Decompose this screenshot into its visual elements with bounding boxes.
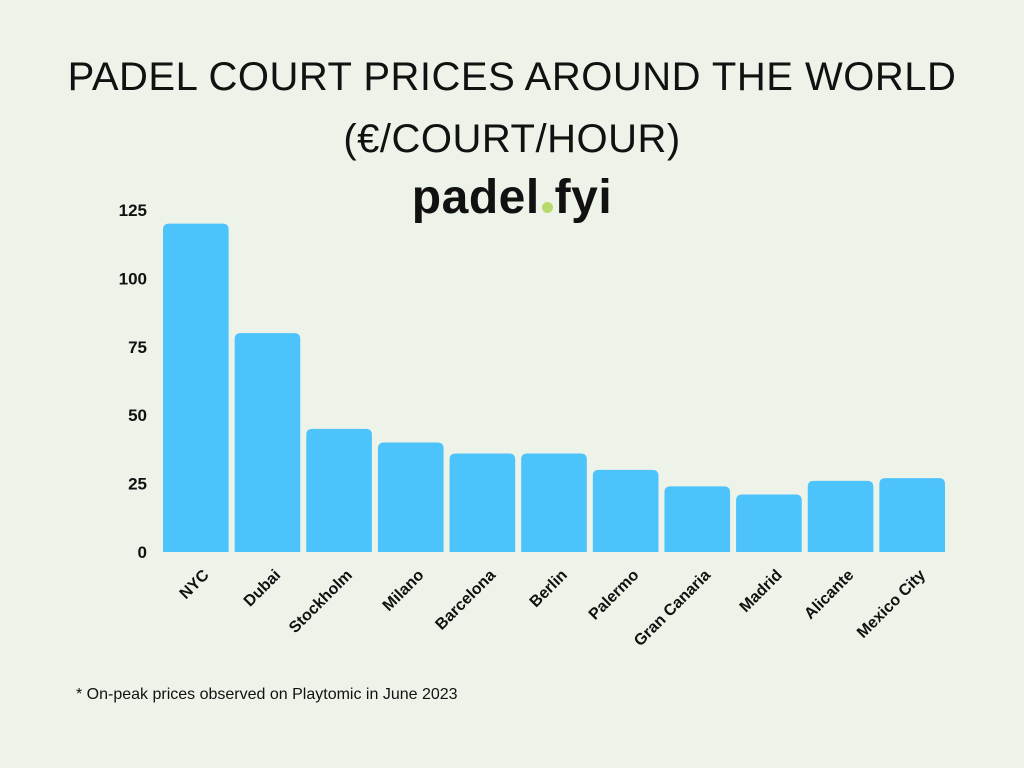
bar-palermo bbox=[592, 469, 659, 552]
footnote: * On-peak prices observed on Playtomic i… bbox=[76, 686, 458, 703]
y-tick-label: 100 bbox=[119, 269, 147, 288]
bar-alicante bbox=[807, 480, 874, 552]
x-tick-label: Alicante bbox=[801, 567, 857, 623]
y-tick-label: 0 bbox=[138, 543, 147, 562]
bar-dubai bbox=[234, 333, 301, 552]
x-tick-label: Madrid bbox=[737, 567, 786, 616]
brand-left: padel bbox=[411, 171, 540, 224]
y-tick-label: 75 bbox=[128, 338, 147, 357]
bar-nyc bbox=[163, 223, 229, 552]
x-tick-label: Dubai bbox=[241, 567, 284, 610]
bar-madrid bbox=[736, 494, 802, 552]
x-tick-label: Barcelona bbox=[432, 567, 499, 634]
x-tick-label: Mexico City bbox=[854, 567, 929, 642]
x-tick-label: Palermo bbox=[586, 567, 643, 624]
bar-milano bbox=[377, 442, 444, 552]
brand-right: fyi bbox=[554, 171, 613, 224]
x-tick-label: Gran Canaria bbox=[631, 567, 714, 650]
x-tick-label: Stockholm bbox=[286, 567, 356, 637]
y-tick-label: 50 bbox=[128, 406, 147, 425]
brand-logo: padel fyi bbox=[0, 170, 1024, 225]
brand-dot bbox=[541, 202, 553, 213]
x-tick-label: Milano bbox=[380, 567, 428, 615]
bar-berlin bbox=[521, 453, 587, 552]
y-tick-label: 125 bbox=[119, 201, 147, 220]
x-tick-label: NYC bbox=[177, 566, 213, 602]
x-tick-label: Berlin bbox=[527, 567, 571, 611]
y-tick-label: 25 bbox=[128, 475, 147, 494]
chart-title: PADEL COURT PRICES AROUND THE WORLD (€/C… bbox=[67, 55, 957, 161]
bar-gran-canaria bbox=[664, 486, 731, 552]
bar-barcelona bbox=[449, 453, 516, 552]
bar-mexico-city bbox=[879, 478, 945, 552]
bar-stockholm bbox=[306, 428, 372, 552]
